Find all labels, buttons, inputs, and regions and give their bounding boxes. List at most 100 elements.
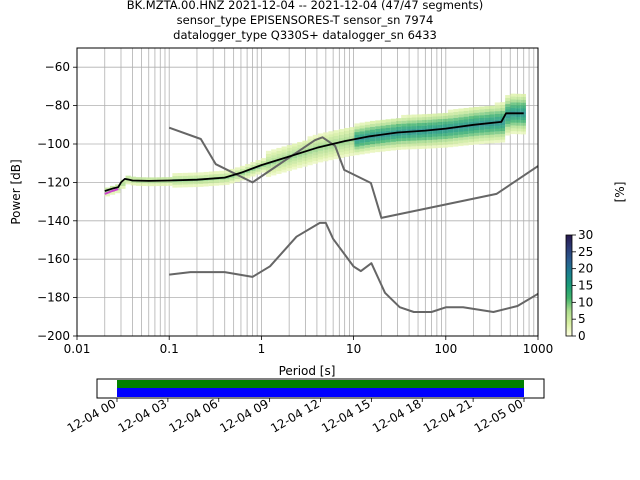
density-cell <box>208 180 214 184</box>
density-cell <box>479 141 485 145</box>
density-cell <box>385 119 391 123</box>
density-cell <box>385 133 391 137</box>
density-cell <box>375 149 381 153</box>
density-cell <box>375 126 381 130</box>
density-cell <box>437 133 443 137</box>
density-cell <box>317 139 324 143</box>
density-cell <box>364 133 370 137</box>
density-cell <box>473 109 480 113</box>
series-min_trace <box>104 188 119 195</box>
density-cell <box>515 125 521 129</box>
x-axis-label: Period [s] <box>279 364 336 378</box>
density-cell <box>437 144 443 148</box>
density-cell <box>255 165 261 169</box>
density-cell <box>276 159 282 163</box>
density-cell <box>427 125 433 129</box>
density-cell <box>489 131 495 135</box>
density-cell <box>369 123 376 127</box>
density-cell <box>291 157 298 161</box>
density-cell <box>234 167 240 171</box>
density-cell <box>406 123 412 127</box>
density-cell <box>245 163 251 167</box>
density-cell <box>333 153 339 157</box>
density-cell <box>390 144 396 148</box>
density-cell <box>333 130 339 134</box>
density-cell <box>520 102 526 106</box>
density-cell <box>406 117 412 121</box>
density-cell <box>338 152 344 156</box>
density-cell <box>494 122 500 126</box>
density-cell <box>333 150 339 154</box>
density-cell <box>515 119 521 123</box>
density-cell <box>276 165 282 169</box>
density-cell <box>479 118 485 122</box>
density-cell <box>458 111 464 115</box>
density-cell <box>328 154 334 158</box>
density-cell <box>286 162 292 166</box>
density-cell <box>167 179 173 183</box>
density-cell <box>395 129 402 133</box>
density-cell <box>229 177 235 181</box>
density-cell <box>380 139 386 143</box>
density-cell <box>505 126 511 130</box>
density-cell <box>349 132 355 136</box>
density-cell <box>317 153 324 157</box>
colorbar-tick-label: 5 <box>578 312 586 326</box>
title-line-2: sensor_type EPISENSORES-T sensor_sn 7974 <box>177 13 434 27</box>
density-cell <box>401 114 407 118</box>
density-cell <box>453 109 459 113</box>
density-cell <box>479 126 485 130</box>
density-cell <box>442 138 448 142</box>
density-cell <box>245 175 251 179</box>
density-cell <box>182 181 188 185</box>
density-cell <box>520 93 526 97</box>
density-cell <box>494 102 500 106</box>
density-cell <box>505 106 511 110</box>
density-cell <box>380 142 386 146</box>
density-cell <box>338 131 344 135</box>
density-cell <box>479 115 485 119</box>
density-cell <box>338 146 344 150</box>
density-cell <box>447 135 454 139</box>
density-cell <box>234 176 240 180</box>
density-cell <box>349 129 355 133</box>
density-cell <box>151 183 157 187</box>
density-cell <box>473 141 480 145</box>
density-cell <box>208 183 214 187</box>
density-cell <box>239 174 246 178</box>
density-cell <box>489 111 495 115</box>
density-cell <box>468 110 474 114</box>
colorbar-ticks: 0 5 10 15 20 25 30 <box>572 228 593 343</box>
density-cell <box>510 116 516 120</box>
density-cell <box>390 130 396 134</box>
density-cell <box>312 157 318 161</box>
density-cell <box>479 138 485 142</box>
density-cell <box>364 127 370 131</box>
density-cell <box>364 121 370 125</box>
density-cell <box>198 175 204 179</box>
density-cell <box>281 146 287 150</box>
density-cell <box>224 179 230 183</box>
density-cell <box>484 132 490 136</box>
density-cell <box>177 184 183 188</box>
density-cell <box>453 140 459 144</box>
density-cell <box>286 150 292 154</box>
density-cell <box>499 122 506 126</box>
density-cell <box>505 118 511 122</box>
density-cell <box>281 155 287 159</box>
density-cell <box>229 168 235 172</box>
density-cell <box>416 122 422 126</box>
density-cell <box>416 134 422 138</box>
density-cell <box>442 135 448 139</box>
density-cell <box>338 129 344 133</box>
density-cell <box>380 134 386 138</box>
density-cell <box>484 114 490 118</box>
density-cell <box>271 169 277 173</box>
density-cell <box>437 124 443 128</box>
density-cell <box>369 132 376 136</box>
density-cell <box>297 142 303 146</box>
density-cell <box>453 114 459 118</box>
density-cell <box>328 157 334 161</box>
density-cell <box>302 143 308 147</box>
